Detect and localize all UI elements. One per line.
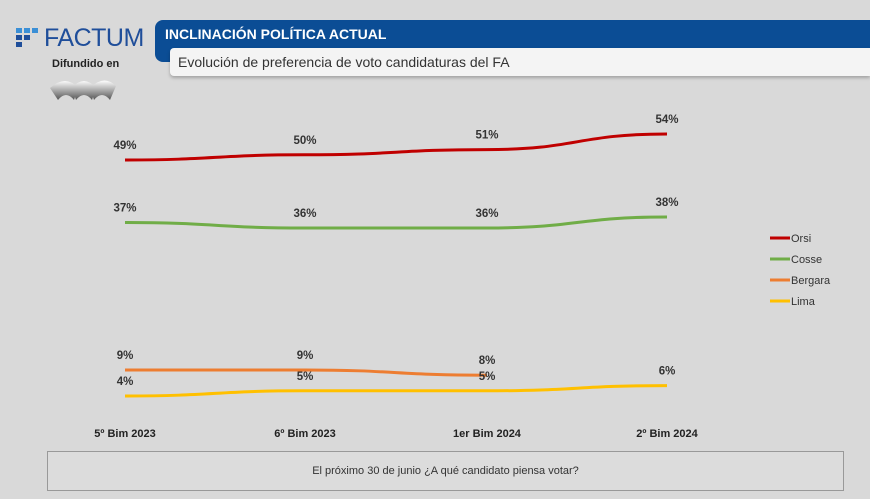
disseminated-label: Difundido en [52,58,120,70]
series-line-lima [124,384,668,398]
series-line-bergara [124,368,488,377]
data-label: 38% [655,197,678,209]
data-label: 5% [297,371,314,383]
x-tick-label: 1er Bim 2024 [453,428,522,440]
data-label: 6% [659,366,676,378]
series-line-orsi [124,132,668,162]
data-label: 4% [117,376,134,388]
legend-entry: Cosse [791,254,822,266]
data-label: 37% [113,203,136,215]
data-label: 51% [475,130,498,142]
x-tick-label: 2º Bim 2024 [636,428,698,440]
data-label: 50% [293,135,316,147]
legend-entry: Orsi [791,233,811,245]
header-title: INCLINACIÓN POLÍTICA ACTUAL [165,26,387,42]
x-tick-label: 6º Bim 2023 [274,428,336,440]
logo-text: FACTUM [44,24,144,52]
data-label: 54% [655,114,678,126]
data-label: 36% [475,208,498,220]
data-label: 49% [113,140,136,152]
question-text: El próximo 30 de junio ¿A qué candidato … [312,465,579,477]
question-box: El próximo 30 de junio ¿A qué candidato … [47,451,844,491]
subtitle-bar: Evolución de preferencia de voto candida… [170,48,870,76]
legend-entry: Lima [791,296,816,308]
factum-mark-icon [16,28,38,47]
series-line-cosse [124,215,668,230]
data-label: 5% [479,371,496,383]
header-bar: INCLINACIÓN POLÍTICA ACTUAL [155,20,870,48]
data-label: 36% [293,208,316,220]
legend-entry: Bergara [791,275,831,287]
data-label: 9% [297,350,314,362]
data-label: 8% [479,355,496,367]
x-tick-label: 5º Bim 2023 [94,428,156,440]
subtitle: Evolución de preferencia de voto candida… [178,54,510,70]
tv-channel-logo [50,80,116,100]
data-label: 9% [117,350,134,362]
